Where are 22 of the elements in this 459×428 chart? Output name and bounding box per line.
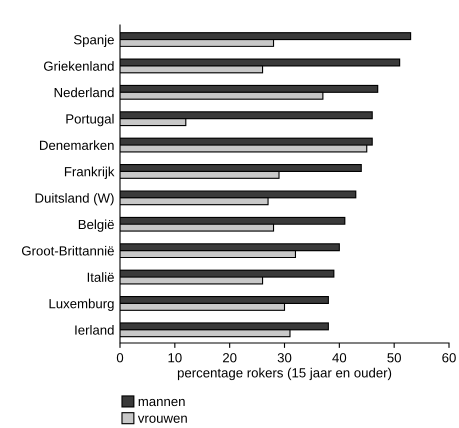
y-tick-label: Griekenland: [44, 61, 114, 71]
y-tick-label: Spanje: [74, 34, 114, 48]
y-tick-label: Luxemburg: [50, 298, 114, 311]
y-tick-label: Ierland: [75, 325, 114, 335]
x-tick-label: 50: [387, 353, 401, 362]
y-tick-label: Italië: [88, 272, 114, 282]
legend-label: mannen: [138, 398, 185, 406]
y-tick-label: Frankrijk: [64, 166, 114, 179]
x-tick-label: 10: [168, 353, 182, 362]
y-tick-label: Nederland: [54, 88, 114, 98]
x-tick-label: 30: [278, 353, 292, 362]
x-tick-label: 40: [332, 353, 346, 362]
x-tick-label: 60: [442, 353, 456, 362]
y-tick-label: Portugal: [66, 114, 114, 126]
x-tick-label: 0: [116, 353, 124, 362]
x-axis-title: percentage rokers (15 jaar en ouder): [178, 368, 392, 380]
y-tick-label: België: [78, 219, 114, 232]
y-tick-label: Groot-Brittannië: [22, 246, 114, 256]
legend-label: vrouwen: [138, 416, 187, 423]
x-tick-label: 20: [222, 353, 236, 362]
y-tick-label: Denemarken: [40, 140, 114, 150]
y-tick-label: Duitsland (W): [36, 193, 114, 206]
